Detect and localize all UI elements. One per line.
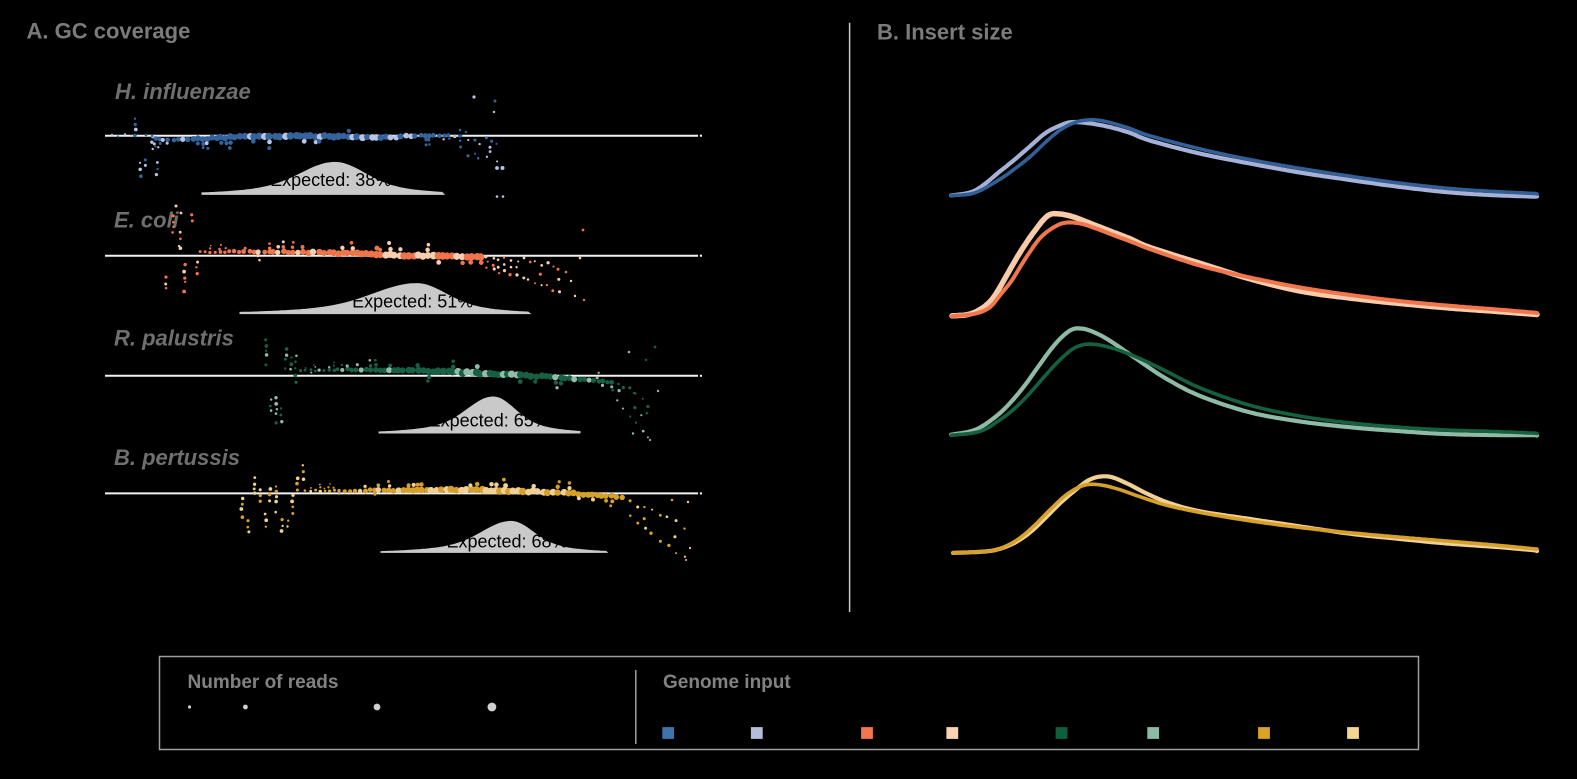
svg-text:E. coli: E. coli [114,208,180,233]
svg-text:Expected: 68%: Expected: 68% [446,531,567,551]
svg-text:R. palustris: R. palustris [114,326,234,351]
svg-text:Expected: 65%: Expected: 65% [429,411,550,431]
svg-text:H. influenzae: H. influenzae [115,79,251,104]
svg-text:B. pertussis: B. pertussis [114,445,240,470]
svg-text:Expected: 51%: Expected: 51% [352,292,473,312]
svg-text:A. GC coverage: A. GC coverage [27,19,191,44]
svg-text:Number of reads: Number of reads [188,672,339,693]
svg-text:Expected: 38%: Expected: 38% [270,170,391,190]
svg-text:B. Insert size: B. Insert size [877,20,1013,45]
svg-text:Genome input: Genome input [663,672,791,693]
